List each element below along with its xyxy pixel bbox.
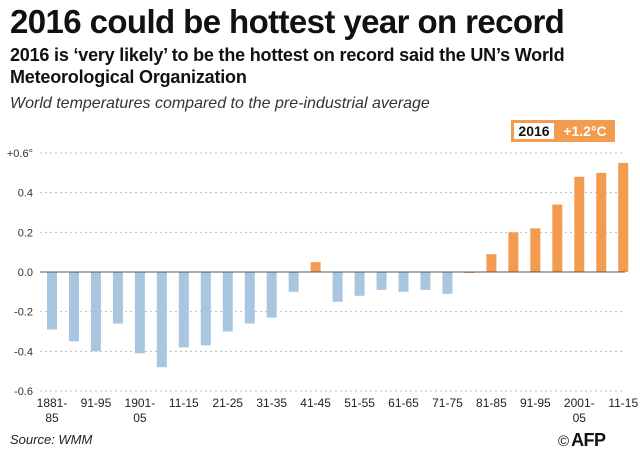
x-tick-label-line: 51-55	[344, 396, 375, 410]
annotation-value: +1.2°C	[563, 123, 606, 139]
bar-71-75	[442, 272, 453, 294]
annotation-2016: 2016 +1.2°C	[511, 120, 615, 142]
bar-91-95	[530, 228, 541, 272]
bar-56-60	[376, 272, 387, 290]
bar-36-40	[288, 272, 299, 292]
chart-description: World temperatures compared to the pre-i…	[10, 95, 430, 112]
x-tick-label: 71-75	[432, 396, 463, 410]
annotation-year: 2016	[518, 123, 549, 139]
bar-41-45	[310, 262, 321, 272]
x-tick-label-line: 11-15	[169, 396, 199, 410]
x-tick-label-line: 11-15	[608, 396, 638, 410]
bar-91-95	[90, 272, 101, 352]
x-tick-label: 11-15	[169, 396, 199, 410]
x-tick-label: 91-95	[81, 396, 112, 410]
chart-subtitle: 2016 is ‘very likely’ to be the hottest …	[10, 45, 565, 87]
x-tick-label-line: 05	[573, 411, 587, 425]
y-tick-label: -0.2	[14, 307, 33, 319]
source-note: Source: WMM	[10, 432, 93, 447]
x-tick-label-line: 91-95	[81, 396, 112, 410]
x-tick-label: 81-85	[476, 396, 507, 410]
annotation-year-background	[514, 123, 554, 139]
y-tick-label: 0.0	[18, 267, 33, 279]
bar-81-85	[486, 254, 497, 272]
bar-1901-05	[134, 272, 145, 354]
bars	[47, 162, 629, 368]
x-tick-label-line: 71-75	[432, 396, 463, 410]
x-tick-label: 21-25	[212, 396, 243, 410]
bar-46-50	[332, 272, 343, 302]
temperature-bar-chart: +0.6° 0.4 0.2 0.0 -0.2 -0.4 -0.6 1881-85 91-95 1…	[7, 120, 639, 425]
bar-1886-90	[68, 272, 79, 342]
y-tick-label: +0.6°	[7, 148, 33, 160]
y-tick-label: 0.4	[18, 188, 33, 200]
x-tick-label-line: 05	[133, 411, 147, 425]
bar-1881-85	[47, 272, 57, 330]
bar-61-65	[398, 272, 409, 292]
bar-11-15	[178, 272, 189, 348]
x-tick-label-line: 81-85	[476, 396, 507, 410]
bar-86-90	[508, 232, 519, 272]
y-tick-label: -0.4	[14, 346, 33, 358]
x-tick-label-line: 61-65	[388, 396, 419, 410]
x-tick-label-line: 1901-	[125, 396, 156, 410]
chart-title: 2016 could be hottest year on record	[10, 3, 565, 40]
bar-2001-05	[574, 176, 585, 272]
x-tick-label: 11-15	[608, 396, 638, 410]
x-tick-label: 91-95	[520, 396, 551, 410]
bar-21-25	[222, 272, 233, 332]
bar-96-00	[112, 272, 123, 324]
bar-66-70	[420, 272, 431, 290]
y-axis-labels: +0.6° 0.4 0.2 0.0 -0.2 -0.4 -0.6	[7, 148, 33, 398]
bar-31-35	[266, 272, 277, 318]
x-tick-label: 2001-05	[564, 396, 595, 425]
bar-06-10	[596, 172, 607, 272]
y-tick-label: -0.6	[14, 386, 33, 398]
bar-06-10	[156, 272, 167, 368]
x-tick-label-line: 41-45	[300, 396, 331, 410]
x-tick-label-line: 91-95	[520, 396, 551, 410]
x-tick-label: 41-45	[300, 396, 331, 410]
afp-logo: © AFP	[558, 430, 606, 451]
x-tick-label-line: 85	[45, 411, 59, 425]
x-tick-label: 1901-05	[125, 396, 156, 425]
bar-11-15	[618, 162, 629, 272]
copyright-symbol: ©	[558, 433, 570, 450]
bar-26-30	[244, 272, 255, 324]
x-tick-label: 1881-85	[37, 396, 68, 425]
x-tick-label-line: 1881-	[37, 396, 68, 410]
bar-51-55	[354, 272, 365, 296]
x-tick-label: 51-55	[344, 396, 375, 410]
x-tick-label-line: 31-35	[256, 396, 287, 410]
x-tick-label-line: 2001-	[564, 396, 595, 410]
afp-brand: AFP	[571, 430, 606, 450]
bar-16-20	[200, 272, 211, 346]
bar-96-00	[552, 204, 563, 272]
x-tick-label-line: 21-25	[212, 396, 243, 410]
x-tick-label: 31-35	[256, 396, 287, 410]
y-tick-label: 0.2	[18, 227, 33, 239]
x-tick-label: 61-65	[388, 396, 419, 410]
